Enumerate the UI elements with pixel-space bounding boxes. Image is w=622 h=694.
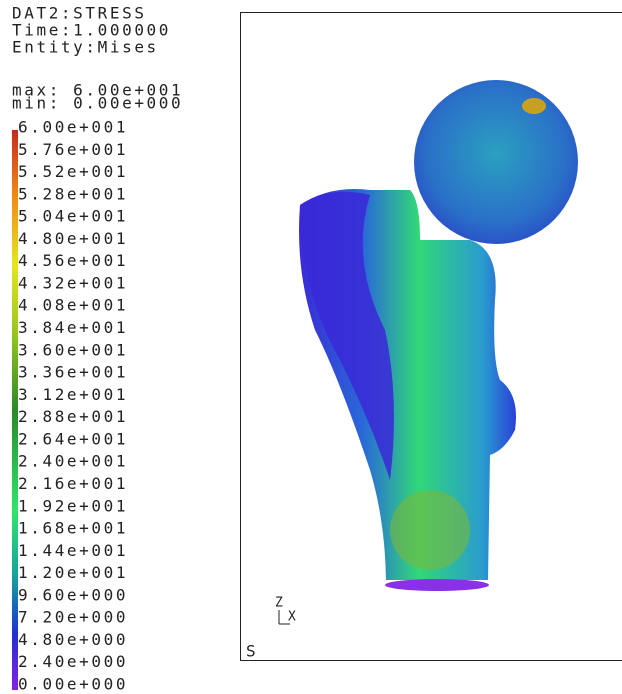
legend-label: 5.04e+001 [18,207,128,226]
legend-label: 2.40e+000 [18,652,128,671]
viewport: S Z X [241,13,622,661]
viewport-label: S [246,642,258,661]
legend-label: 4.32e+001 [18,273,128,292]
legend-label: 4.56e+001 [18,251,128,270]
legend-labels: 6.00e+001 5.76e+001 5.52e+001 5.28e+001 5.04… [18,118,128,694]
legend-label: 5.76e+001 [18,140,128,159]
stress-region [390,490,470,570]
legend-label: 2.40e+001 [18,452,128,471]
legend-label: 1.92e+001 [18,496,128,515]
legend: DAT2:STRESS Time:1.000000 Entity:Mises m… [12,4,183,694]
min-label: min: 0.00e+000 [12,94,183,113]
axis-x: X [288,610,298,625]
legend-label: 6.00e+001 [18,118,128,137]
legend-label: 9.60e+000 [18,585,128,604]
axis-z: Z [275,596,285,611]
legend-label: 2.88e+001 [18,407,128,426]
legend-label: 4.80e+000 [18,630,128,649]
legend-label: 0.00e+000 [18,675,128,694]
screen: DAT2:STRESS Time:1.000000 Entity:Mises m… [0,0,622,694]
legend-label: 5.28e+001 [18,184,128,203]
legend-label: 4.80e+001 [18,229,128,248]
legend-label: 1.20e+001 [18,563,128,582]
legend-label: 3.36e+001 [18,363,128,382]
legend-label: 3.12e+001 [18,385,128,404]
legend-label: 5.52e+001 [18,162,128,181]
legend-label: 2.64e+001 [18,429,128,448]
legend-label: 2.16e+001 [18,474,128,493]
legend-label: 7.20e+000 [18,608,128,627]
legend-label: 1.44e+001 [18,541,128,560]
legend-label: 3.84e+001 [18,318,128,337]
legend-label: 4.08e+001 [18,296,128,315]
stress-hotspot [522,98,546,114]
bone-base [385,579,489,591]
femoral-head [414,80,578,244]
header-line: Entity:Mises [12,38,159,57]
legend-label: 1.68e+001 [18,519,128,538]
legend-label: 3.60e+001 [18,340,128,359]
